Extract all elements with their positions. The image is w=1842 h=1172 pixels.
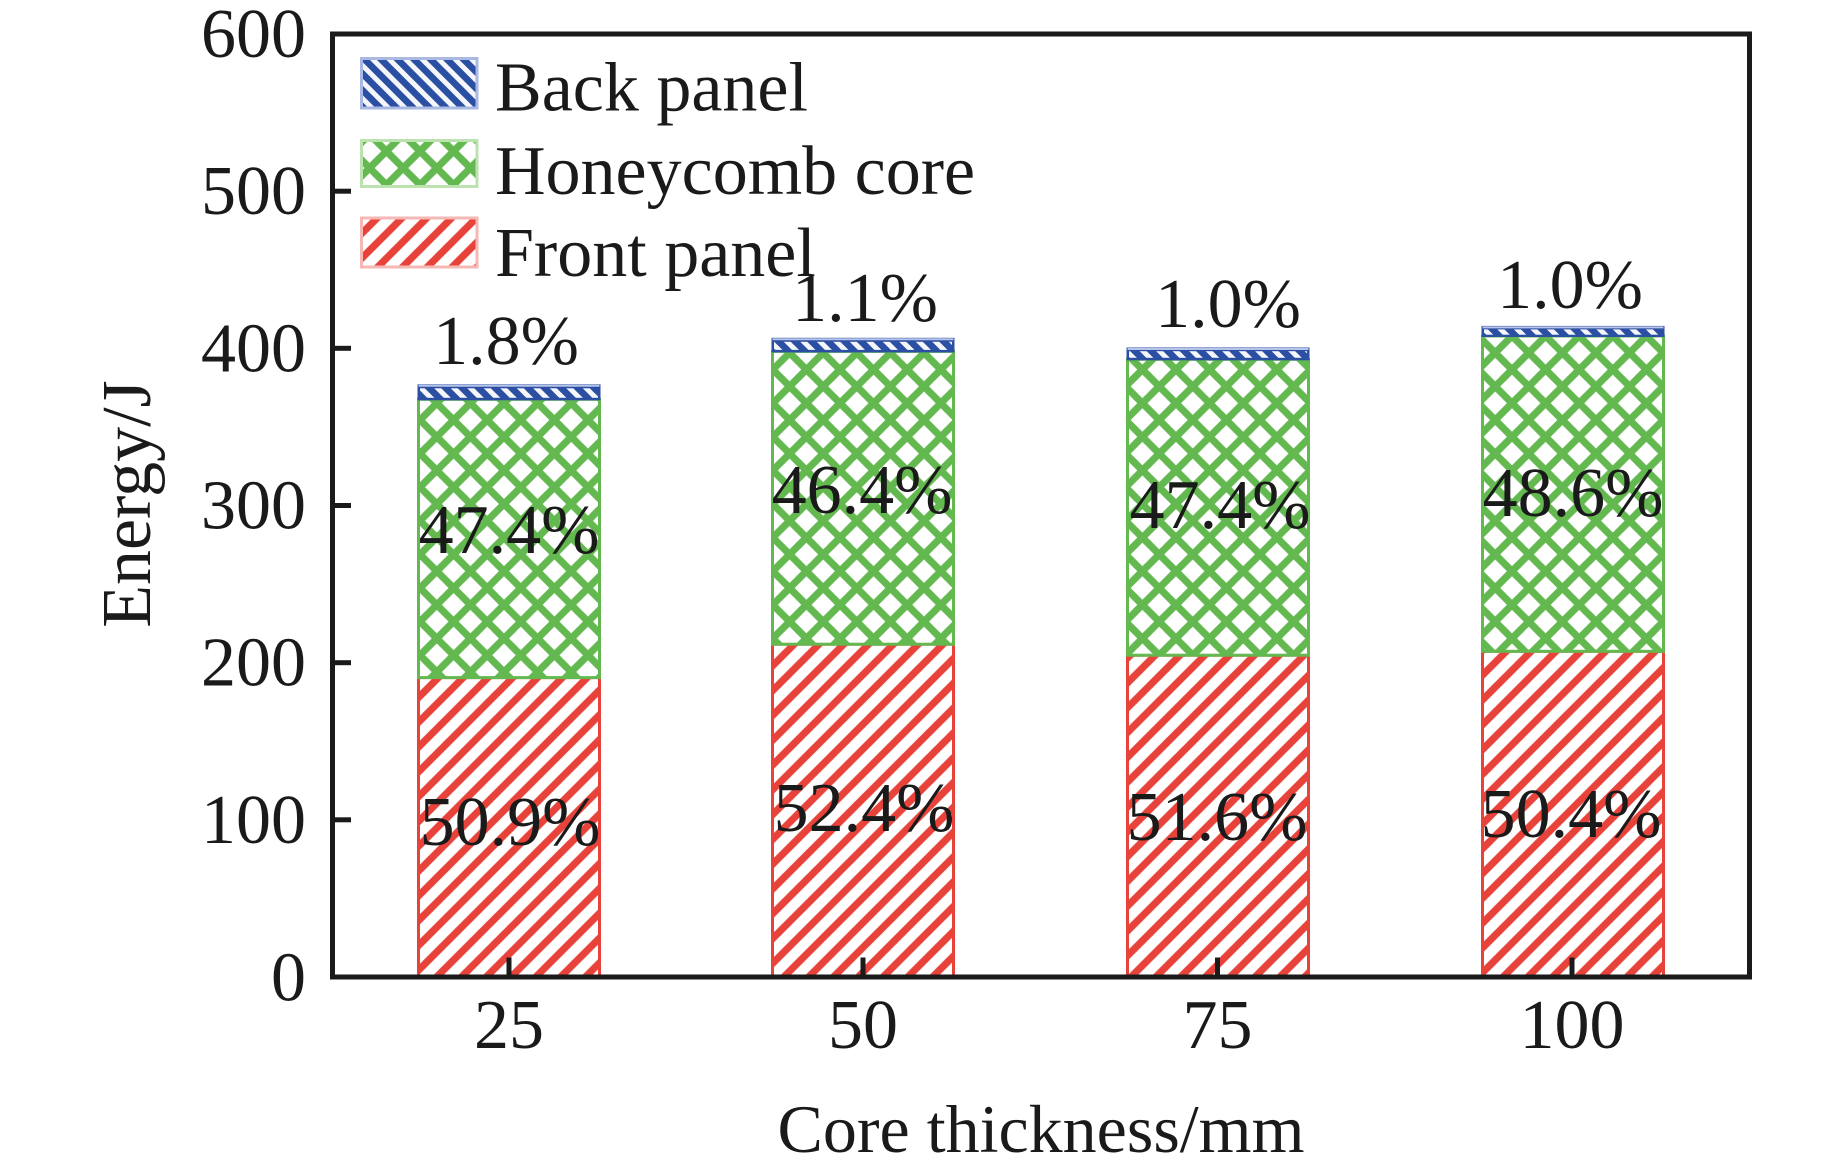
- svg-text:50: 50: [828, 987, 898, 1064]
- svg-text:1.0%: 1.0%: [1497, 247, 1643, 324]
- svg-text:Core thickness/mm: Core thickness/mm: [778, 1091, 1305, 1167]
- svg-text:100: 100: [1520, 987, 1625, 1064]
- svg-text:0: 0: [271, 940, 306, 1017]
- svg-text:1.1%: 1.1%: [792, 260, 938, 337]
- svg-text:51.6%: 51.6%: [1127, 779, 1308, 856]
- svg-text:100: 100: [201, 782, 306, 859]
- svg-text:200: 200: [201, 625, 306, 702]
- svg-text:1.0%: 1.0%: [1155, 266, 1301, 343]
- svg-text:500: 500: [201, 153, 306, 230]
- svg-text:75: 75: [1183, 987, 1253, 1064]
- svg-text:47.4%: 47.4%: [419, 492, 600, 569]
- svg-text:300: 300: [201, 468, 306, 545]
- svg-text:50.9%: 50.9%: [420, 784, 601, 861]
- svg-text:52.4%: 52.4%: [774, 770, 955, 847]
- svg-text:600: 600: [201, 0, 306, 73]
- svg-text:Front panel: Front panel: [495, 215, 816, 292]
- svg-text:48.6%: 48.6%: [1483, 455, 1664, 532]
- svg-text:1.8%: 1.8%: [433, 303, 579, 380]
- svg-text:400: 400: [201, 310, 306, 387]
- svg-text:46.4%: 46.4%: [772, 452, 953, 529]
- svg-text:Energy/J: Energy/J: [89, 380, 166, 628]
- svg-text:25: 25: [474, 987, 544, 1064]
- svg-text:47.4%: 47.4%: [1130, 467, 1311, 544]
- svg-text:50.4%: 50.4%: [1481, 776, 1662, 853]
- svg-text:Back panel: Back panel: [495, 50, 808, 127]
- svg-text:Honeycomb core: Honeycomb core: [495, 133, 975, 210]
